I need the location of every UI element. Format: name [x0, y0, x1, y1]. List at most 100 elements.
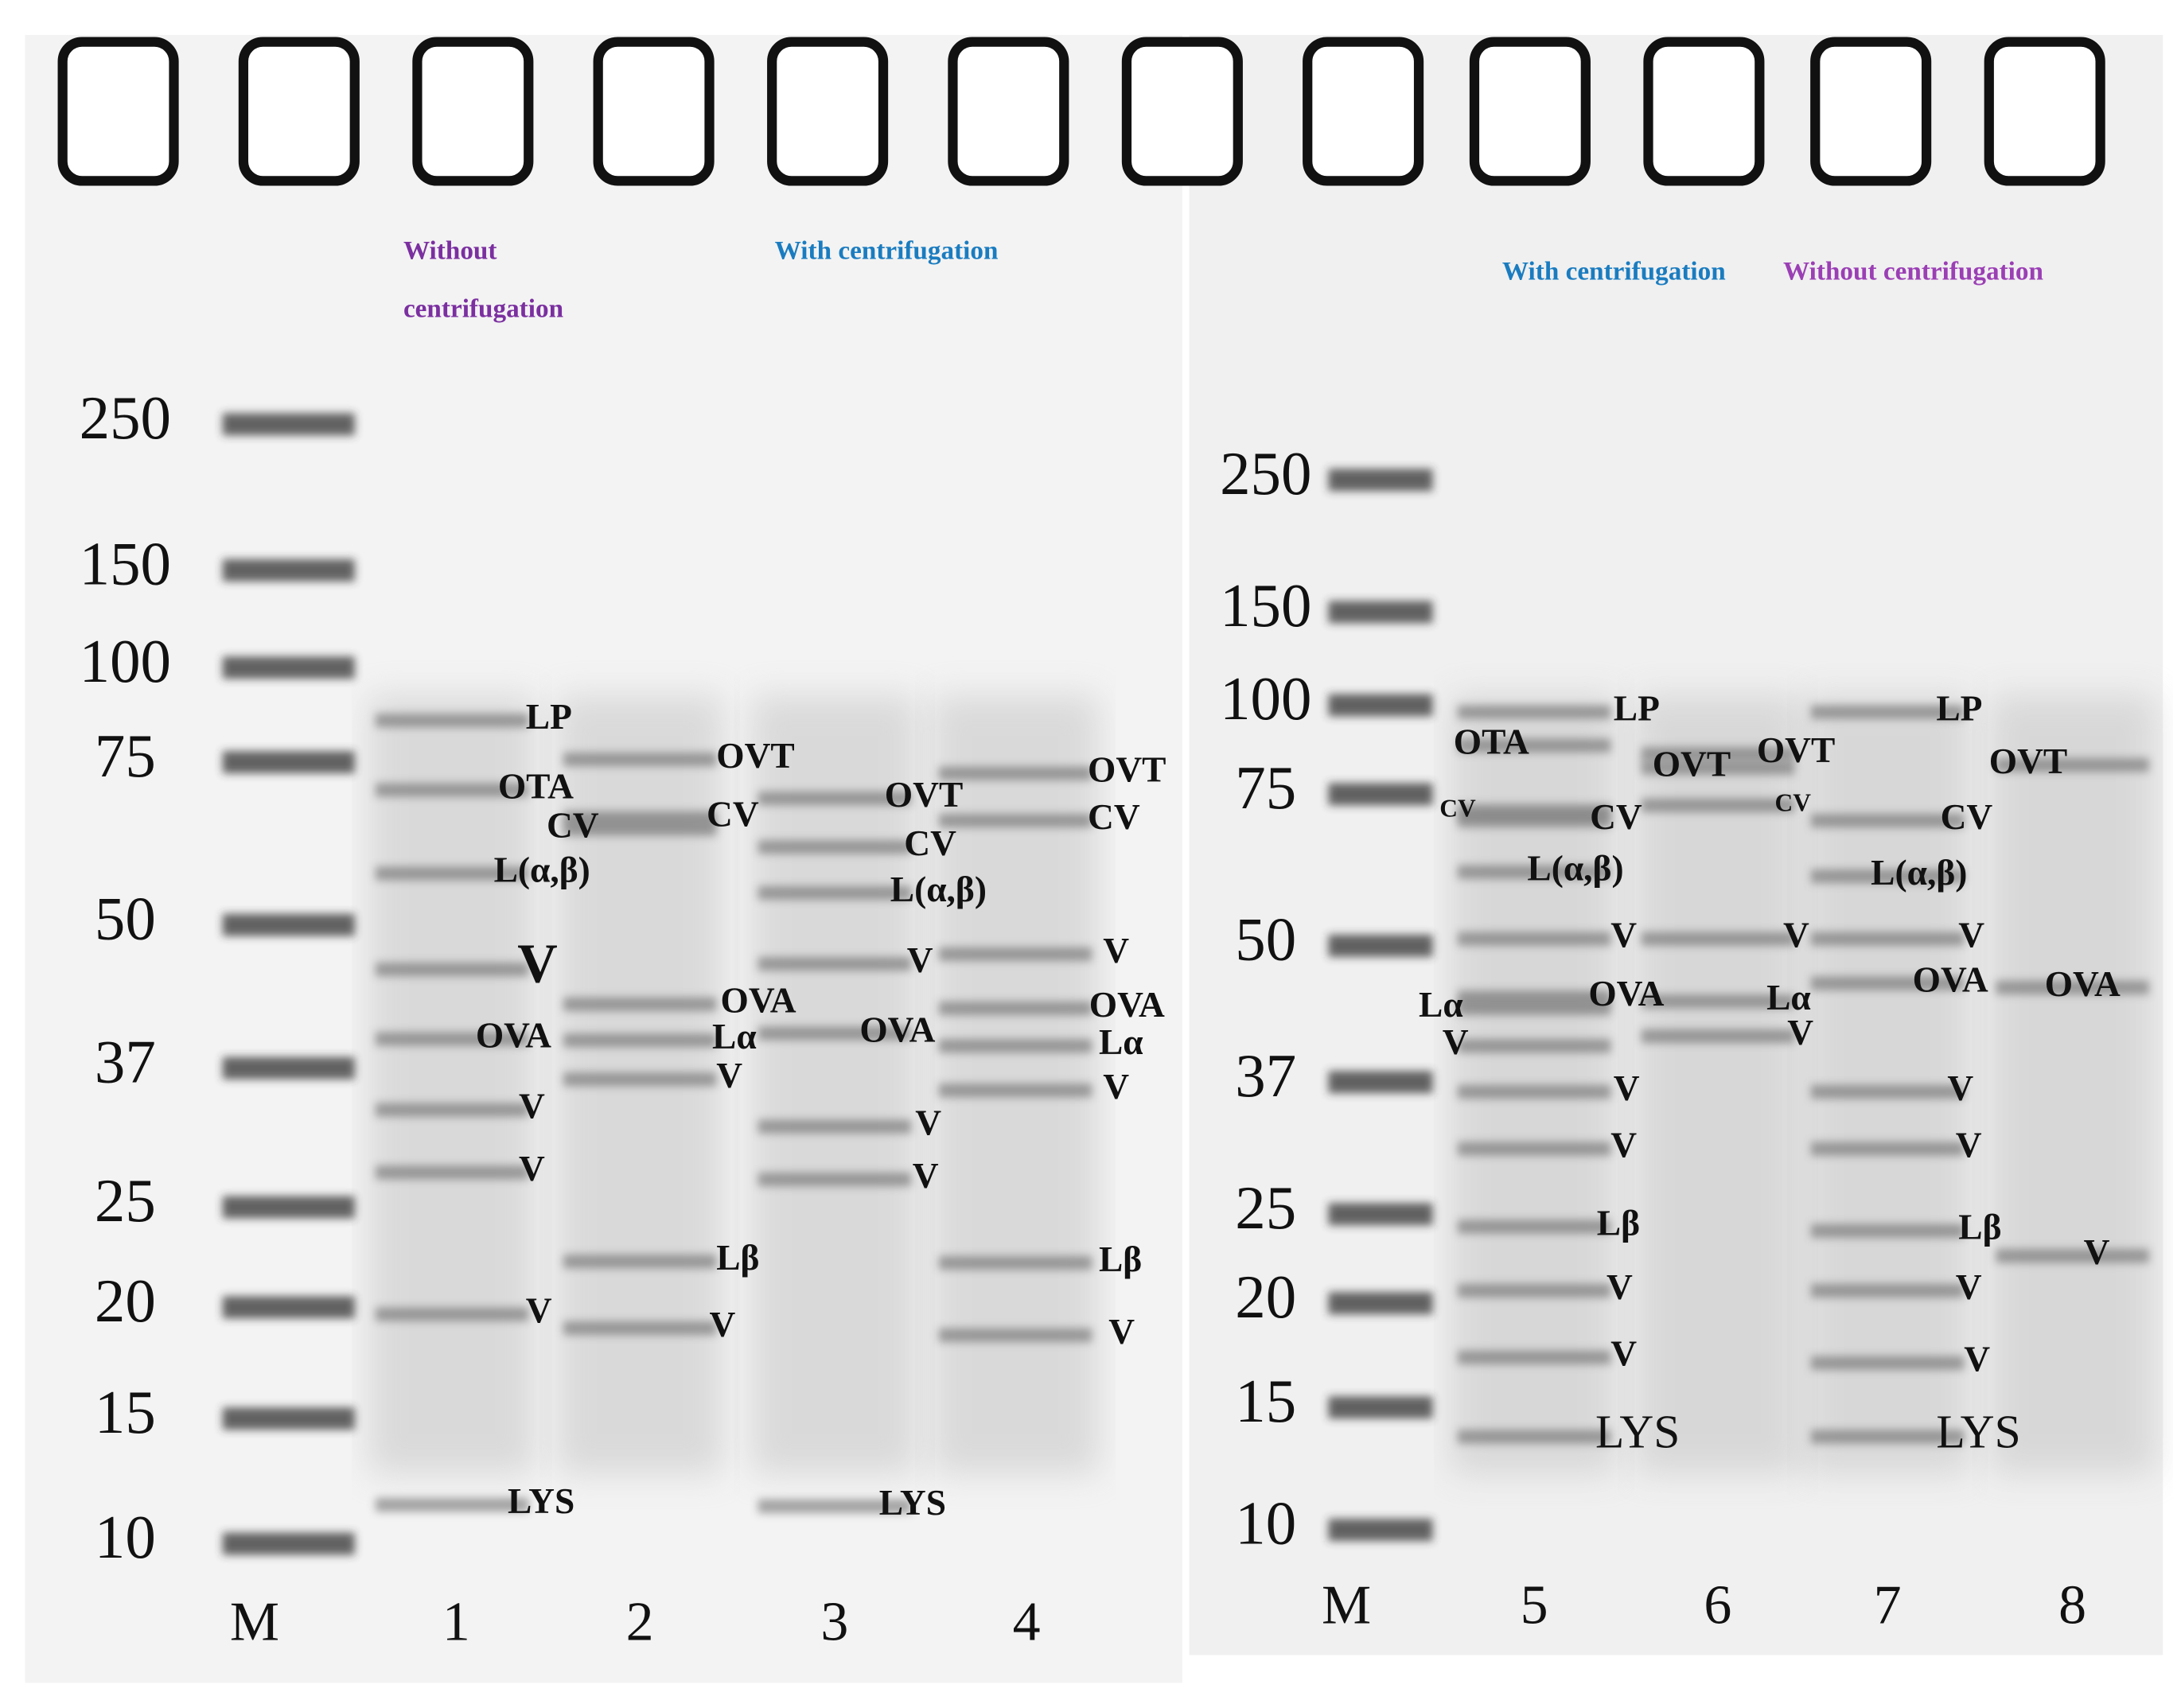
- band-label: V: [1787, 1012, 1813, 1052]
- marker-label: 150: [80, 530, 171, 598]
- marker-label: 50: [1235, 905, 1296, 974]
- ladder-band: [222, 1196, 355, 1219]
- protein-band: [758, 1172, 911, 1187]
- band-label: CV: [904, 823, 956, 863]
- well: [1469, 37, 1591, 186]
- protein-band: [1641, 994, 1795, 1009]
- band-label: V: [1610, 915, 1637, 955]
- well: [767, 37, 889, 186]
- lane-label: 8: [2058, 1575, 2086, 1636]
- lane-label: 4: [1013, 1591, 1041, 1652]
- band-label: OVA: [476, 1014, 551, 1055]
- well: [1984, 37, 2105, 186]
- ladder-band: [1328, 469, 1433, 492]
- band-label: V: [1614, 1068, 1640, 1108]
- band-label: OTA: [498, 766, 574, 807]
- ladder-band: [222, 656, 355, 679]
- protein-band: [1457, 1084, 1611, 1099]
- band-label: V: [519, 1148, 545, 1189]
- protein-band: [758, 791, 911, 806]
- protein-band: [938, 1038, 1092, 1053]
- protein-band: [938, 1328, 1092, 1343]
- protein-band: [1457, 1430, 1611, 1444]
- protein-band: [1641, 798, 1795, 813]
- protein-band: [1811, 705, 1965, 719]
- band-label: CV: [1439, 795, 1476, 823]
- protein-band: [1641, 761, 1795, 775]
- band-label: CV: [1941, 796, 1993, 837]
- protein-band: [1811, 1430, 1965, 1444]
- protein-band: [758, 840, 911, 854]
- band-label: V: [519, 1086, 545, 1126]
- band-label: V: [517, 934, 557, 995]
- protein-band: [375, 1307, 529, 1321]
- group-label: Without centrifugation: [1783, 258, 2043, 287]
- protein-band: [563, 997, 717, 1012]
- band-label: Lα: [1766, 977, 1811, 1017]
- band-label: V: [1964, 1339, 1990, 1379]
- well: [1643, 37, 1765, 186]
- band-label: L(α,β): [494, 849, 590, 889]
- marker-label: 150: [1220, 571, 1311, 640]
- band-label: OVT: [1989, 741, 2067, 781]
- lane-label: M: [230, 1591, 279, 1652]
- band-label: L(α,β): [1871, 852, 1967, 893]
- ladder-band: [1328, 1396, 1433, 1419]
- band-label: OVA: [1588, 973, 1664, 1014]
- band-label: OVA: [721, 980, 796, 1021]
- protein-band: [563, 752, 717, 767]
- band-label: CV: [1775, 789, 1812, 817]
- band-label: OTA: [1454, 722, 1529, 762]
- band-label: V: [710, 1304, 736, 1344]
- protein-band: [758, 1119, 911, 1134]
- marker-label: 15: [1235, 1367, 1296, 1435]
- ladder-band: [222, 1056, 355, 1080]
- marker-label: 250: [1220, 439, 1311, 508]
- band-label: V: [1108, 1311, 1135, 1352]
- band-label: CV: [1088, 796, 1140, 837]
- band-label: V: [913, 1155, 939, 1196]
- ladder-band: [1328, 601, 1433, 624]
- marker-label: 100: [1220, 664, 1311, 733]
- band-label: V: [1607, 1266, 1633, 1307]
- band-label: V: [1783, 915, 1809, 955]
- band-label: Lβ: [1958, 1207, 2001, 1247]
- marker-label: 75: [1235, 753, 1296, 822]
- protein-band: [1457, 1038, 1611, 1053]
- protein-band: [938, 1083, 1092, 1098]
- protein-band: [1811, 1356, 1965, 1371]
- protein-band: [1811, 1224, 1965, 1238]
- band-label: V: [1947, 1068, 1973, 1108]
- band-label: OVA: [1913, 959, 1988, 1000]
- protein-band: [1457, 990, 1611, 1005]
- band-label: CV: [707, 793, 759, 834]
- band-label: LYS: [1936, 1406, 2020, 1458]
- protein-band: [1457, 1142, 1611, 1156]
- band-label: Lβ: [716, 1237, 759, 1278]
- protein-band: [1811, 976, 1965, 990]
- protein-band: [1457, 1220, 1611, 1234]
- band-label: LP: [1614, 688, 1660, 729]
- protein-band: [1811, 1084, 1965, 1099]
- lane-label: 3: [820, 1591, 848, 1652]
- well: [412, 37, 534, 186]
- protein-band: [563, 822, 717, 836]
- lane-smear: [368, 695, 536, 1475]
- band-label: OVT: [1757, 729, 1835, 770]
- group-label: Without centrifugation: [403, 236, 563, 324]
- protein-band: [1811, 869, 1965, 884]
- protein-band: [1811, 1142, 1965, 1156]
- band-label: CV: [547, 804, 599, 845]
- well: [1303, 37, 1424, 186]
- ladder-band: [222, 751, 355, 774]
- marker-label: 50: [95, 884, 156, 952]
- lane-label: 1: [442, 1591, 470, 1652]
- band-label: OVA: [1089, 984, 1165, 1025]
- protein-band: [1996, 1248, 2149, 1263]
- ladder-band: [222, 558, 355, 582]
- marker-label: 75: [95, 722, 156, 790]
- protein-band: [563, 811, 717, 825]
- protein-band: [1641, 932, 1795, 946]
- protein-band: [1811, 1283, 1965, 1298]
- band-label: OVA: [859, 1009, 935, 1049]
